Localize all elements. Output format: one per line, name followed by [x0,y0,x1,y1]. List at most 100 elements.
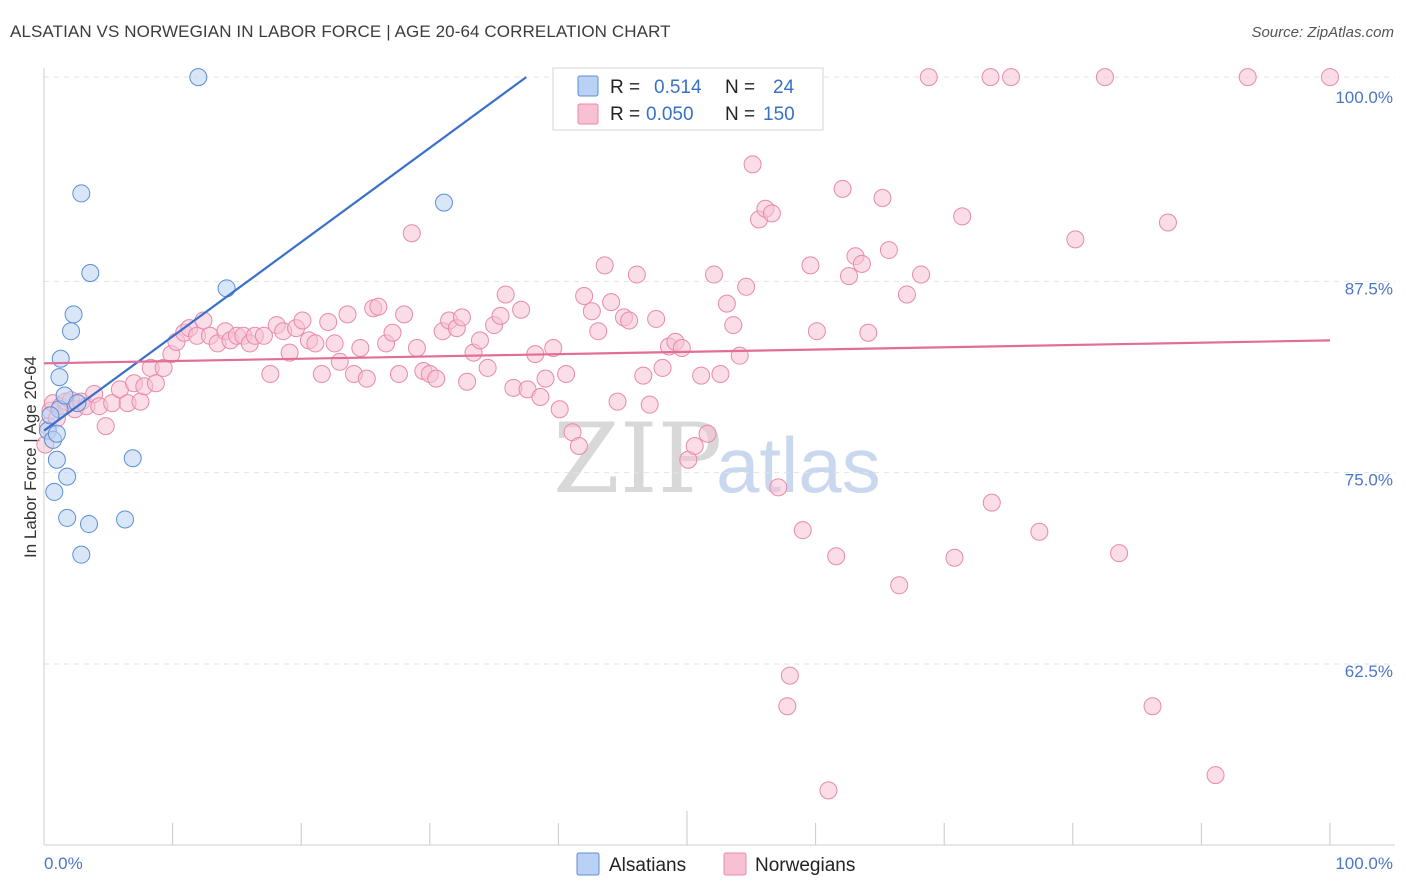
point-norwegians [1066,230,1085,249]
x-ticks [172,811,1331,845]
legend-n-value-norwegians: 150 [763,104,795,125]
point-norwegians [672,339,691,358]
point-norwegians [827,547,846,566]
series-legend: Alsatians Norwegians [576,852,855,876]
point-norwegians [1238,68,1257,87]
point-norwegians [330,352,349,371]
point-norwegians [402,224,421,243]
stats-legend: R = 0.514 N = 24 R = 0.050 N = 150 [552,67,824,131]
point-alsatians [217,279,236,298]
point-norwegians [452,308,471,327]
y-axis-label: In Labor Force | Age 20-64 [21,356,40,558]
point-norwegians [306,334,325,353]
y-tick-labels: 100.0% 87.5% 75.0% 62.5% [1335,88,1393,681]
point-norwegians [653,358,672,377]
point-alsatians [50,368,69,387]
point-norwegians [608,392,627,411]
legend-n-value-alsatians: 24 [773,77,795,98]
bottom-legend-label-alsatians: Alsatians [609,855,686,876]
bottom-legend-label-norwegians: Norwegians [755,855,855,876]
point-norwegians [762,204,781,223]
point-norwegians [819,781,838,800]
point-norwegians [544,339,563,358]
point-norwegians [395,305,414,324]
point-alsatians [80,515,99,534]
point-norwegians [981,68,1000,87]
point-alsatians [47,450,66,469]
point-norwegians [685,436,704,455]
point-norwegians [859,323,878,342]
point-norwegians [575,286,594,305]
series-alsatians [38,68,453,564]
point-norwegians [389,365,408,384]
point-norwegians [897,285,916,304]
legend-n-label-norwegians: N = [725,104,755,125]
legend-r-label-norwegians: R = [610,104,640,125]
point-alsatians [123,449,142,468]
point-norwegians [945,548,964,567]
point-alsatians [81,264,100,283]
point-norwegians [1158,213,1177,232]
point-norwegians [982,493,1001,512]
point-alsatians [58,467,77,486]
y-tick-label: 87.5% [1345,279,1393,298]
point-norwegians [427,369,446,388]
point-norwegians [131,392,150,411]
point-norwegians [369,297,388,316]
point-alsatians [68,394,87,413]
point-norwegians [1143,697,1162,716]
point-norwegians [780,666,799,685]
point-norwegians [261,365,280,384]
point-norwegians [293,311,312,330]
x-tick-label-max: 100.0% [1335,854,1393,873]
point-alsatians [434,193,453,212]
point-norwegians [919,68,938,87]
point-alsatians [116,510,135,529]
point-norwegians [154,358,173,377]
point-norwegians [407,339,426,358]
point-alsatians [64,305,83,324]
chart-title: ALSATIAN VS NORWEGIAN IN LABOR FORCE | A… [10,22,671,41]
point-norwegians [582,302,601,321]
point-norwegians [1030,522,1049,541]
point-norwegians [146,374,165,393]
point-norwegians [705,265,724,284]
point-norwegians [280,343,299,362]
point-norwegians [840,267,859,286]
point-norwegians [737,277,756,296]
point-norwegians [647,309,666,328]
point-alsatians [62,322,81,341]
point-norwegians [769,478,788,497]
point-norwegians [912,265,931,284]
legend-swatch-alsatians [577,75,599,97]
legend-r-value-norwegians: 0.050 [646,104,694,125]
point-norwegians [595,256,614,275]
x-tick-label-min: 0.0% [44,854,83,873]
point-norwegians [512,300,531,319]
point-norwegians [478,358,497,377]
point-norwegians [807,322,826,341]
bottom-legend-swatch-alsatians [576,852,600,876]
point-norwegians [692,366,711,385]
point-norwegians [602,293,621,312]
point-norwegians [1095,68,1114,87]
point-norwegians [589,322,608,341]
point-alsatians [45,482,64,501]
y-tick-label: 75.0% [1345,471,1393,490]
legend-r-value-alsatians: 0.514 [654,77,702,98]
point-norwegians [319,313,338,332]
point-norwegians [470,331,489,350]
point-alsatians [41,406,60,425]
point-norwegians [852,254,871,273]
point-norwegians [953,207,972,226]
point-norwegians [698,424,717,443]
point-norwegians [801,256,820,275]
point-norwegians [634,366,653,385]
point-norwegians [627,265,646,284]
point-norwegians [338,305,357,324]
point-norwegians [1321,68,1339,87]
point-alsatians [72,184,91,203]
point-norwegians [640,395,659,414]
point-norwegians [383,323,402,342]
